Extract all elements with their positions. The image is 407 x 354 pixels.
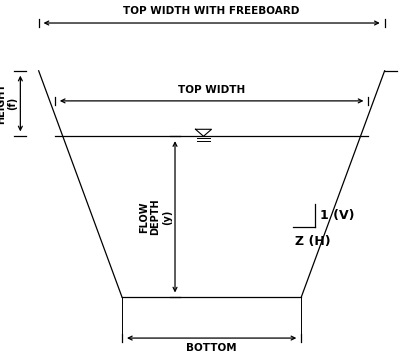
Text: FLOW
DEPTH
(y): FLOW DEPTH (y) bbox=[139, 199, 172, 235]
Text: FREEBOARD
HEIGHT
(f): FREEBOARD HEIGHT (f) bbox=[0, 71, 18, 136]
Text: BOTTOM
WIDTH (b): BOTTOM WIDTH (b) bbox=[182, 343, 242, 354]
Text: Z (H): Z (H) bbox=[295, 235, 330, 247]
Text: 1 (V): 1 (V) bbox=[320, 209, 355, 222]
Text: TOP WIDTH: TOP WIDTH bbox=[178, 85, 245, 95]
Text: TOP WIDTH WITH FREEBOARD: TOP WIDTH WITH FREEBOARD bbox=[123, 6, 300, 16]
